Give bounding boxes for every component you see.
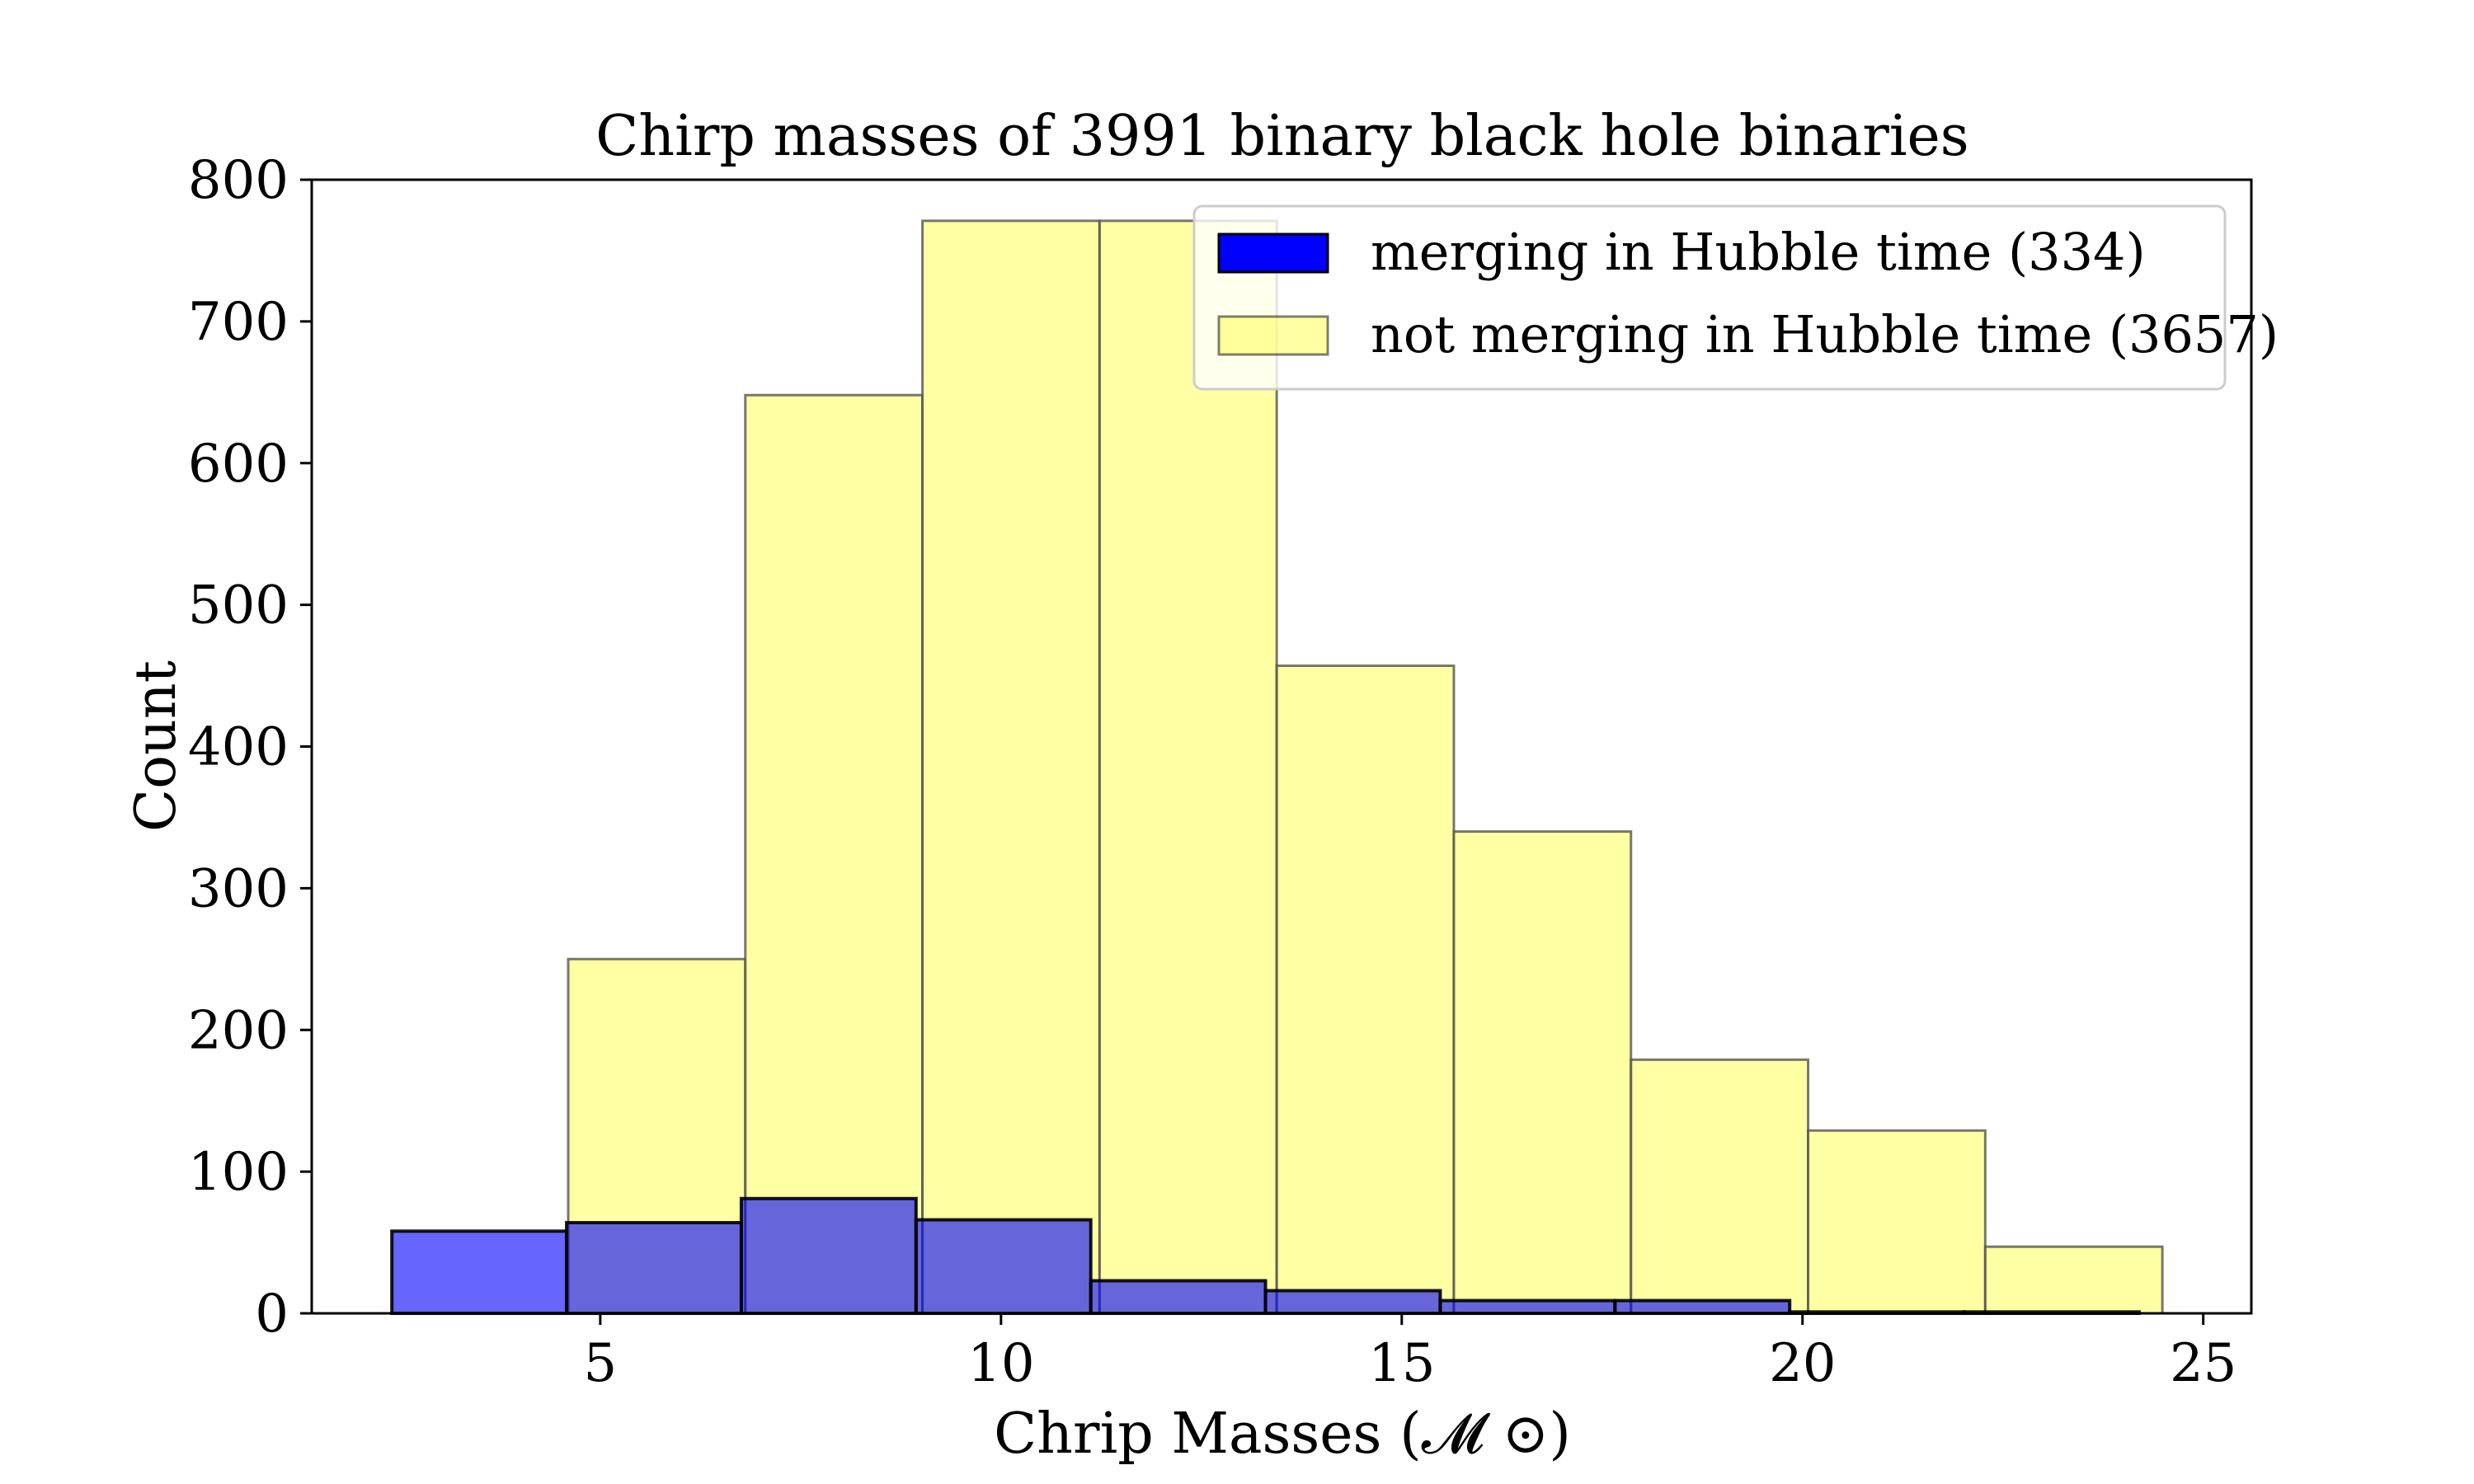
chart-title: Chirp masses of 3991 binary black hole b… bbox=[595, 104, 1968, 169]
bar-merging-5 bbox=[1263, 1289, 1442, 1315]
y-tick-label: 300 bbox=[188, 858, 289, 919]
legend-swatch-merging bbox=[1217, 232, 1329, 274]
bar-not-merging-6 bbox=[1630, 1058, 1810, 1315]
bar-merging-3 bbox=[914, 1218, 1093, 1315]
y-tick-label: 400 bbox=[188, 717, 289, 778]
bar-merging-0 bbox=[390, 1229, 569, 1315]
x-tick-label: 5 bbox=[584, 1333, 618, 1394]
bar-merging-2 bbox=[739, 1196, 918, 1315]
y-tick-label: 500 bbox=[188, 575, 289, 636]
bar-not-merging-2 bbox=[921, 219, 1101, 1315]
x-axis: 5 10 15 20 25 bbox=[584, 1313, 2236, 1394]
y-tick-label: 0 bbox=[255, 1284, 289, 1345]
legend-box bbox=[1192, 204, 2227, 391]
bar-merging-4 bbox=[1089, 1279, 1268, 1315]
bar-not-merging-8 bbox=[1983, 1245, 2164, 1315]
y-axis-label: Count bbox=[124, 660, 189, 832]
legend: merging in Hubble time (334) not merging… bbox=[1192, 204, 2279, 391]
legend-label-merging: merging in Hubble time (334) bbox=[1371, 222, 2146, 282]
bar-merging-1 bbox=[565, 1221, 743, 1315]
y-tick-label: 200 bbox=[188, 1000, 289, 1061]
y-tick-label: 600 bbox=[188, 434, 289, 495]
y-axis: 0 100 200 300 400 500 600 700 800 bbox=[188, 150, 312, 1345]
x-tick-label: 15 bbox=[1368, 1333, 1435, 1394]
x-axis-label: Chrip Masses (𝓜 ⊙) bbox=[994, 1402, 1571, 1467]
bar-not-merging-3 bbox=[1098, 219, 1278, 1315]
bar-not-merging-5 bbox=[1452, 830, 1633, 1315]
bar-not-merging-1 bbox=[744, 393, 924, 1315]
bar-not-merging-7 bbox=[1807, 1129, 1987, 1315]
legend-swatch-not-merging bbox=[1217, 315, 1329, 356]
x-tick-label: 10 bbox=[967, 1333, 1034, 1394]
x-tick-label: 25 bbox=[2170, 1333, 2236, 1394]
bars-layer bbox=[390, 219, 2164, 1315]
legend-label-not-merging: not merging in Hubble time (3657) bbox=[1371, 304, 2279, 364]
y-tick-label: 800 bbox=[188, 150, 289, 211]
bar-not-merging-4 bbox=[1275, 665, 1456, 1315]
bar-merging-6 bbox=[1438, 1298, 1617, 1315]
y-tick-label: 700 bbox=[188, 292, 289, 353]
bar-merging-7 bbox=[1613, 1298, 1792, 1315]
y-tick-label: 100 bbox=[188, 1142, 289, 1203]
x-tick-label: 20 bbox=[1769, 1333, 1836, 1394]
